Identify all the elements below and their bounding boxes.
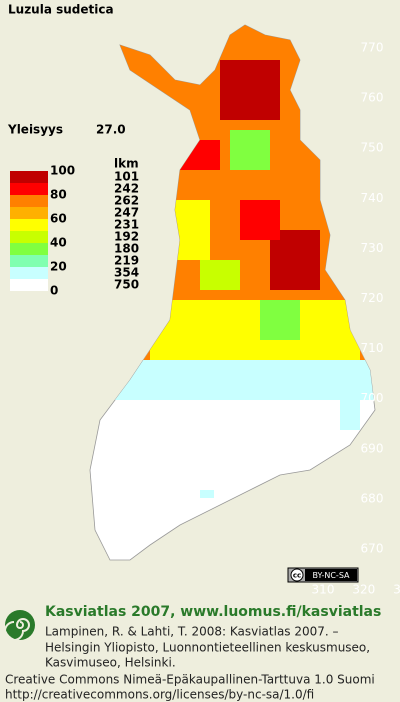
logo <box>4 610 35 641</box>
y-tick-label: 740 <box>361 191 384 205</box>
legend-count: 180 <box>114 242 139 256</box>
citation-line: Helsingin Yliopisto, Luonnontieteellinen… <box>45 641 370 655</box>
y-tick-label: 750 <box>361 141 384 155</box>
license-url: http://creativecommons.org/licenses/by-n… <box>5 688 314 702</box>
legend-count: 101 <box>114 170 139 184</box>
legend-scale-label: 20 <box>50 260 67 274</box>
y-tick-label: 680 <box>361 491 384 505</box>
legend-swatch <box>10 207 48 219</box>
license: Creative Commons Nimeä-Epäkaupallinen-Ta… <box>5 673 375 687</box>
y-tick-label: 690 <box>361 441 384 455</box>
legend-scale-label: 0 <box>50 284 58 298</box>
legend-swatch <box>10 243 48 255</box>
legend-swatch <box>10 267 48 279</box>
legend-count: 354 <box>114 266 139 280</box>
cc-text: BY-NC-SA <box>312 571 350 580</box>
frequency-value: 27.0 <box>96 123 126 137</box>
x-tick-label: 310 <box>312 583 335 597</box>
legend-scale-label: 60 <box>50 212 67 226</box>
legend-swatch <box>10 219 48 231</box>
legend-swatch <box>10 195 48 207</box>
legend-count: 219 <box>114 254 139 268</box>
legend-scale-label: 40 <box>50 236 67 250</box>
legend-count: 231 <box>114 218 139 232</box>
legend-scale-label: 100 <box>50 164 75 178</box>
legend-count: 242 <box>114 182 139 196</box>
x-tick-label: 330 <box>393 583 400 597</box>
legend-count: 750 <box>114 278 139 292</box>
legend-scale-label: 80 <box>50 188 67 202</box>
cc-icon: cc <box>293 572 301 580</box>
cc-badge[interactable]: cc BY-NC-SA <box>287 567 359 583</box>
y-tick-label: 710 <box>361 341 384 355</box>
frequency-label: Yleisyys <box>7 123 63 137</box>
count-header: lkm <box>114 157 139 171</box>
y-tick-label: 760 <box>361 91 384 105</box>
legend-swatch <box>10 231 48 243</box>
legend-swatch <box>10 183 48 195</box>
y-tick-label: 670 <box>361 542 384 556</box>
legend-swatch <box>10 279 48 291</box>
y-tick-label: 720 <box>361 291 384 305</box>
y-tick-label: 700 <box>361 391 384 405</box>
footer-headline: Kasviatlas 2007, www.luomus.fi/kasviatla… <box>45 604 381 620</box>
legend-swatch <box>10 171 48 183</box>
legend-swatch <box>10 255 48 267</box>
x-tick-label: 320 <box>352 583 375 597</box>
species-title: Luzula sudetica <box>8 3 114 17</box>
legend-count: 262 <box>114 194 139 208</box>
y-tick-label: 730 <box>361 241 384 255</box>
legend-count: 192 <box>114 230 139 244</box>
legend-count: 247 <box>114 206 139 220</box>
y-tick-label: 770 <box>361 41 384 55</box>
citation-line: Kasvimuseo, Helsinki. <box>45 656 176 670</box>
citation-line: Lampinen, R. & Lahti, T. 2008: Kasviatla… <box>45 625 339 639</box>
